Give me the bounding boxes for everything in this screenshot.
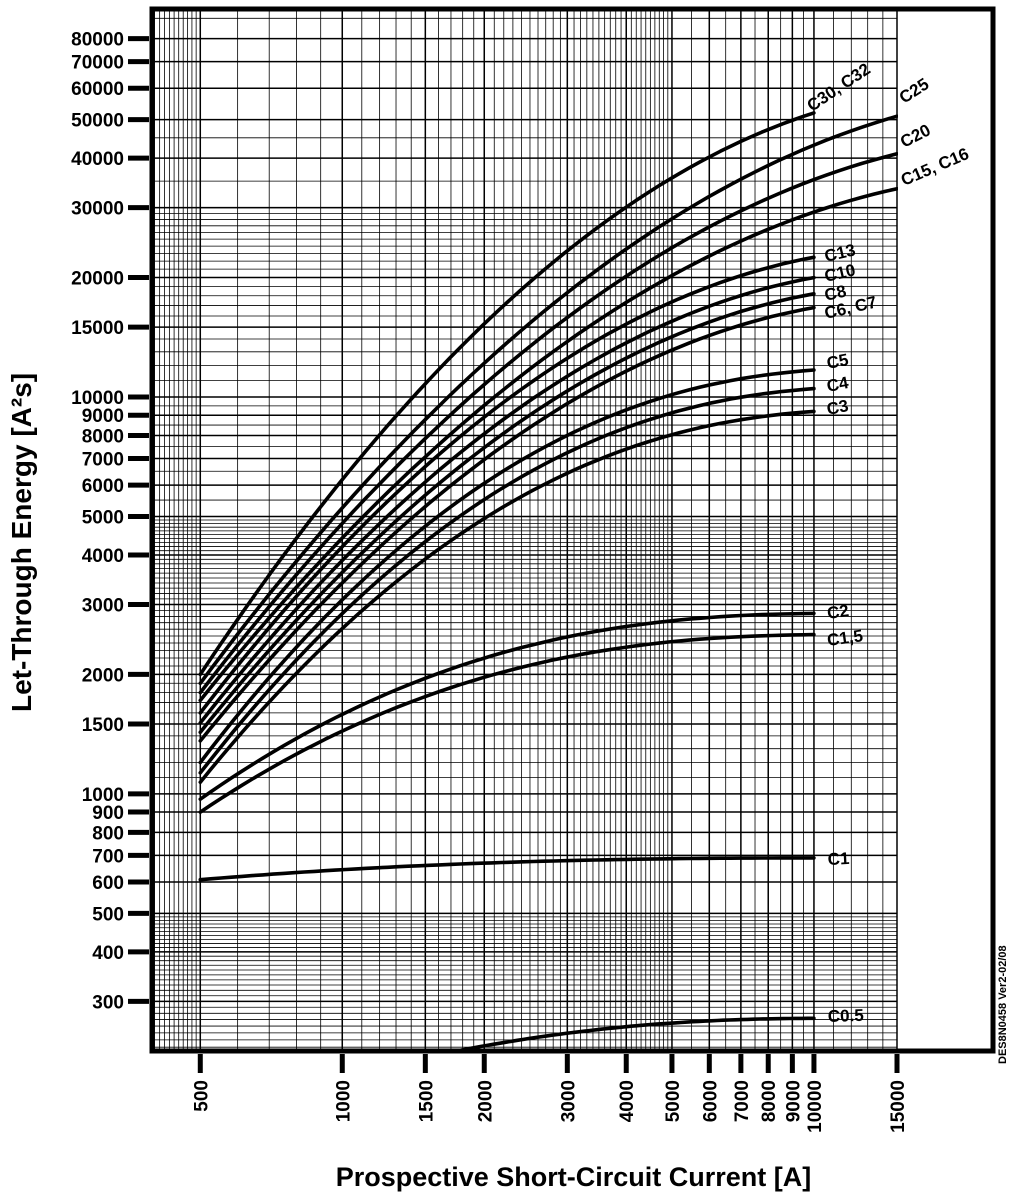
curve-c3 <box>198 409 816 785</box>
y-tick-label: 30000 <box>71 199 124 220</box>
x-tick-label: 6000 <box>700 1080 721 1122</box>
curve-c13 <box>198 255 816 715</box>
grid-minor-lines <box>152 9 898 1051</box>
curve-c5 <box>198 368 816 765</box>
curve-label-c2: C2 <box>826 601 850 623</box>
y-tick-label: 20000 <box>71 269 124 290</box>
grid-right-margin <box>898 11 991 1049</box>
y-axis-ticks <box>128 36 149 1004</box>
y-tick-label: 40000 <box>71 149 124 170</box>
curve-label-c3: C3 <box>825 396 850 419</box>
y-tick-label: 3000 <box>82 596 124 617</box>
y-tick-label: 15000 <box>71 318 124 339</box>
curve-c6-c7 <box>198 305 816 743</box>
curve-c20 <box>198 152 899 695</box>
curve-label-c0-5: C0.5 <box>827 1006 864 1026</box>
plot-border <box>149 6 996 1054</box>
y-tick-label: 5000 <box>82 507 124 528</box>
y-tick-label: 300 <box>92 992 124 1013</box>
x-tick-label: 2000 <box>475 1080 496 1122</box>
x-axis-tick-labels: 500 1000 1500 2000 3000 4000 5000 6000 7000 8000 9… <box>191 1080 909 1133</box>
y-tick-label: 6000 <box>82 476 124 497</box>
curve-label-c5: C5 <box>825 350 850 373</box>
y-tick-label: 900 <box>92 803 124 824</box>
x-tick-label: 8000 <box>759 1080 780 1122</box>
y-tick-label: 50000 <box>71 111 124 132</box>
y-tick-label: 800 <box>92 823 124 844</box>
curve-c15-c16 <box>198 186 899 703</box>
y-tick-label: 1500 <box>82 715 124 736</box>
grid-major-lines <box>152 9 898 1051</box>
curve-c0-5 <box>455 1016 816 1053</box>
curve-label-c1: C1 <box>827 849 850 869</box>
curve-c25 <box>198 114 899 686</box>
x-tick-label: 3000 <box>558 1080 579 1122</box>
y-tick-label: 60000 <box>71 79 124 100</box>
y-tick-label: 4000 <box>82 546 124 567</box>
curve-c1 <box>198 856 816 882</box>
curve-label-c1-5: C1,5 <box>826 626 864 650</box>
x-axis-ticks <box>197 1054 900 1073</box>
x-tick-label: 7000 <box>732 1080 753 1122</box>
curve-c8 <box>198 291 816 735</box>
curve-c2 <box>198 611 816 802</box>
curves <box>198 111 899 1053</box>
doc-number-vertical: DES8N0458 Ver2-02/08 <box>997 945 1009 1064</box>
x-tick-label: 500 <box>191 1080 212 1112</box>
y-tick-label: 10000 <box>71 388 124 409</box>
y-tick-label: 8000 <box>82 426 124 447</box>
y-tick-label: 500 <box>92 904 124 925</box>
curve-c10 <box>198 275 816 725</box>
x-tick-label: 1000 <box>333 1080 354 1122</box>
curve-c4 <box>198 386 816 775</box>
y-tick-label: 80000 <box>71 30 124 51</box>
y-tick-label: 600 <box>92 873 124 894</box>
y-tick-label: 700 <box>92 846 124 867</box>
y-tick-label: 1000 <box>82 785 124 806</box>
curve-c30-c32 <box>198 111 816 677</box>
y-tick-label: 7000 <box>82 450 124 471</box>
curve-label-c8: C8 <box>823 281 848 304</box>
y-tick-label: 9000 <box>82 406 124 427</box>
x-tick-label: 4000 <box>617 1080 638 1122</box>
x-tick-label: 10000 <box>805 1080 826 1133</box>
x-axis-title: Prospective Short-Circuit Current [A] <box>335 1162 812 1192</box>
x-tick-label: 15000 <box>888 1080 909 1133</box>
curve-label-c4: C4 <box>825 373 850 396</box>
y-tick-label: 70000 <box>71 53 124 74</box>
curve-c1-5 <box>198 632 816 814</box>
y-tick-label: 2000 <box>82 665 124 686</box>
x-tick-label: 1500 <box>416 1080 437 1122</box>
x-tick-label: 9000 <box>783 1080 804 1122</box>
y-tick-label: 400 <box>92 943 124 964</box>
y-axis-title: Let-Through Energy [A²s] <box>6 372 37 712</box>
x-tick-label: 5000 <box>663 1080 684 1122</box>
